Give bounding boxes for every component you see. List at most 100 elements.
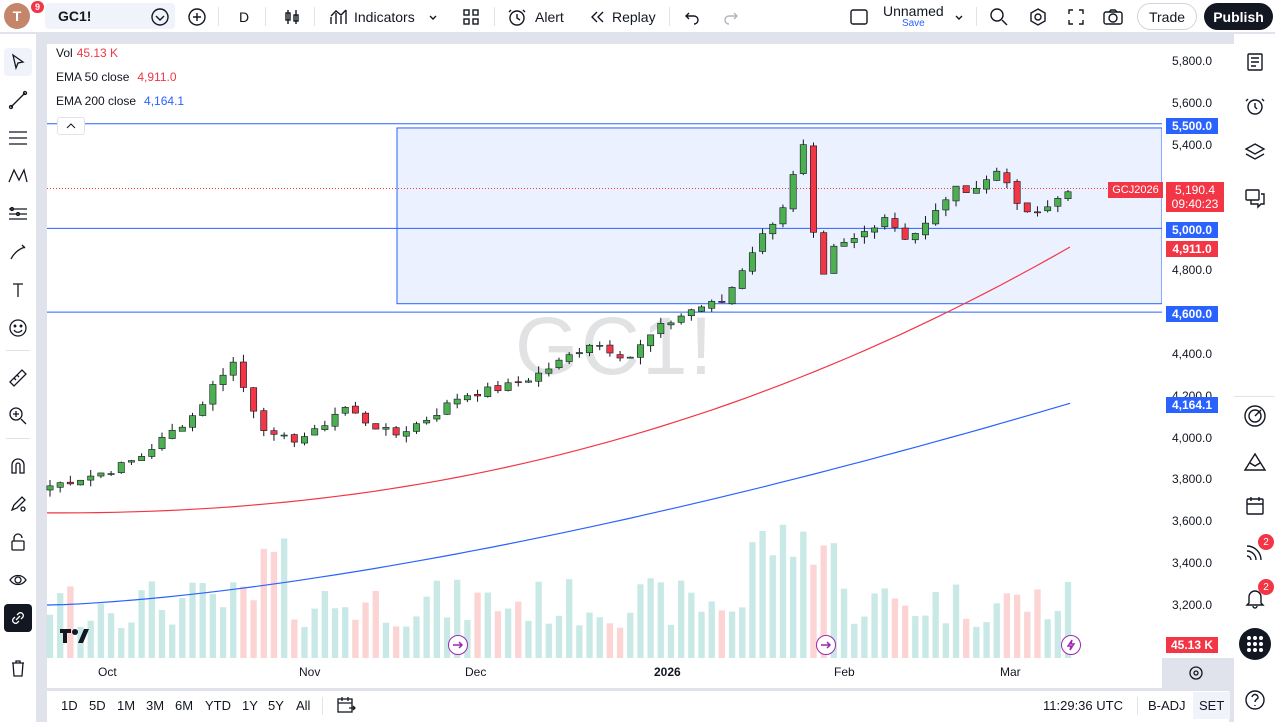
range-1d[interactable]: 1D bbox=[61, 698, 78, 713]
help-icon[interactable] bbox=[1241, 686, 1269, 714]
alert-button[interactable]: Alert bbox=[507, 0, 564, 33]
settings-icon[interactable] bbox=[1028, 0, 1048, 33]
time-tick: Oct bbox=[98, 665, 117, 679]
compare-icon[interactable] bbox=[150, 0, 170, 33]
bottom-toolbar bbox=[47, 690, 1229, 722]
layout-icon[interactable] bbox=[849, 0, 869, 33]
quick-search-icon[interactable] bbox=[989, 0, 1009, 33]
chevron-down-icon[interactable] bbox=[953, 0, 965, 33]
right-toolbar: 2 2 bbox=[1234, 34, 1275, 722]
hline-label-4600[interactable]: 4,600.0 bbox=[1166, 306, 1218, 322]
chat-icon[interactable] bbox=[1241, 184, 1269, 212]
ruler-icon[interactable] bbox=[4, 364, 32, 392]
legend-ema50[interactable]: EMA 50 close 4,911.0 bbox=[56, 70, 177, 84]
goto-date-icon[interactable] bbox=[336, 696, 356, 717]
range-3m[interactable]: 3M bbox=[146, 698, 165, 713]
tradingview-logo-icon[interactable] bbox=[58, 627, 90, 648]
templates-icon[interactable] bbox=[461, 0, 481, 33]
text-icon[interactable] bbox=[4, 276, 32, 304]
trade-button[interactable]: Trade bbox=[1137, 3, 1197, 30]
stay-drawing-icon[interactable] bbox=[4, 490, 32, 518]
brush-icon[interactable] bbox=[4, 238, 32, 266]
hline-label-5000[interactable]: 5,000.0 bbox=[1166, 222, 1218, 238]
price-axis[interactable] bbox=[1162, 44, 1234, 658]
adjustment-toggle[interactable]: B-ADJ bbox=[1148, 698, 1186, 713]
legend-ema200[interactable]: EMA 200 close 4,164.1 bbox=[56, 94, 185, 108]
candles-icon[interactable] bbox=[282, 0, 302, 33]
event-marker-icon[interactable] bbox=[816, 635, 836, 655]
pattern-icon[interactable] bbox=[4, 162, 32, 190]
ema50-price-label: 4,911.0 bbox=[1166, 241, 1218, 257]
lightning-icon[interactable] bbox=[1061, 635, 1081, 655]
add-symbol-icon[interactable] bbox=[187, 0, 207, 33]
publish-button[interactable]: Publish bbox=[1204, 3, 1273, 30]
price-tick: 3,800.0 bbox=[1172, 472, 1213, 486]
time-tick: Nov bbox=[299, 665, 321, 679]
session-toggle[interactable]: SET bbox=[1193, 692, 1231, 719]
calendar-icon[interactable] bbox=[1241, 492, 1269, 520]
lock-icon[interactable] bbox=[4, 528, 32, 556]
price-tick: 5,400.0 bbox=[1172, 138, 1213, 152]
emoji-icon[interactable] bbox=[4, 314, 32, 342]
layout-name[interactable]: Unnamed Save bbox=[883, 3, 944, 29]
time-tick: Feb bbox=[834, 665, 855, 679]
range-5d[interactable]: 5D bbox=[89, 698, 106, 713]
streams-badge: 2 bbox=[1258, 534, 1274, 550]
time-tick: Dec bbox=[465, 665, 487, 679]
replay-button[interactable]: Replay bbox=[588, 0, 656, 33]
ideas-icon[interactable] bbox=[1241, 448, 1269, 476]
time-tick: 2026 bbox=[654, 665, 681, 679]
price-tick: 3,200.0 bbox=[1172, 598, 1213, 612]
fib-icon[interactable] bbox=[4, 124, 32, 152]
streams-icon[interactable] bbox=[1241, 538, 1269, 566]
trend-line-icon[interactable] bbox=[4, 86, 32, 114]
fullscreen-icon[interactable] bbox=[1066, 0, 1086, 33]
layers-icon[interactable] bbox=[1241, 138, 1269, 166]
legend-volume[interactable]: Vol 45.13 K bbox=[56, 46, 119, 60]
price-tick: 3,600.0 bbox=[1172, 514, 1213, 528]
price-tick: 3,400.0 bbox=[1172, 556, 1213, 570]
price-tick: 4,000.0 bbox=[1172, 431, 1213, 445]
price-tick: 4,800.0 bbox=[1172, 263, 1213, 277]
undo-icon[interactable] bbox=[683, 0, 701, 33]
range-ytd[interactable]: YTD bbox=[205, 698, 231, 713]
apps-grid-icon[interactable] bbox=[1239, 628, 1271, 660]
cursor-icon[interactable] bbox=[4, 48, 32, 76]
bell-icon[interactable] bbox=[1241, 584, 1269, 612]
collapse-legend-icon[interactable] bbox=[57, 117, 85, 135]
axis-settings-icon[interactable] bbox=[1188, 665, 1204, 684]
range-1y[interactable]: 1Y bbox=[242, 698, 258, 713]
price-tick: 5,600.0 bbox=[1172, 96, 1213, 110]
notifications-badge: 2 bbox=[1258, 579, 1274, 595]
hline-label-5500[interactable]: 5,500.0 bbox=[1166, 118, 1218, 134]
redo-icon[interactable] bbox=[722, 0, 740, 33]
range-6m[interactable]: 6M bbox=[175, 698, 194, 713]
alarm-clock-icon[interactable] bbox=[1241, 92, 1269, 120]
camera-icon[interactable] bbox=[1102, 0, 1124, 33]
range-1m[interactable]: 1M bbox=[117, 698, 136, 713]
link-icon[interactable] bbox=[4, 604, 32, 632]
notification-badge: 9 bbox=[30, 0, 46, 14]
eye-icon[interactable] bbox=[4, 566, 32, 594]
target-icon[interactable] bbox=[1241, 402, 1269, 430]
indicators-button[interactable]: Indicators bbox=[328, 0, 439, 33]
trash-icon[interactable] bbox=[4, 654, 32, 682]
range-all[interactable]: All bbox=[296, 698, 311, 713]
range-5y[interactable]: 5Y bbox=[268, 698, 284, 713]
event-marker-icon[interactable] bbox=[448, 635, 468, 655]
symbol-price-tag: GCJ2026 bbox=[1108, 182, 1163, 198]
magnet-icon[interactable] bbox=[4, 452, 32, 480]
symbol-search[interactable]: GC1! bbox=[45, 3, 175, 29]
current-price-label[interactable]: 5,190.4 09:40:23 bbox=[1166, 182, 1224, 212]
time-axis[interactable] bbox=[47, 658, 1162, 688]
clock-display[interactable]: 11:29:36 UTC bbox=[1043, 698, 1123, 713]
symbol-name: GC1! bbox=[58, 8, 92, 24]
ema200-price-label: 4,164.1 bbox=[1166, 397, 1218, 413]
interval-button[interactable]: D bbox=[239, 8, 250, 25]
watchlist-icon[interactable] bbox=[1241, 48, 1269, 76]
price-tick: 4,400.0 bbox=[1172, 347, 1213, 361]
prediction-icon[interactable] bbox=[4, 200, 32, 228]
zoom-in-icon[interactable] bbox=[4, 402, 32, 430]
